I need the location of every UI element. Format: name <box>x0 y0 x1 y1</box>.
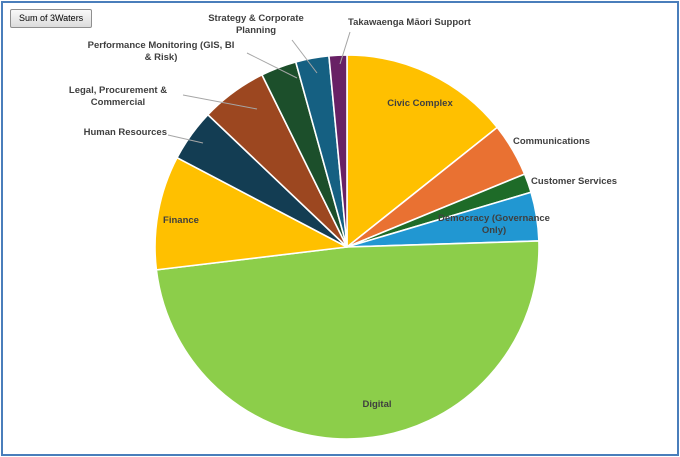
pie-slice-civic-complex[interactable] <box>346 54 499 248</box>
label-finance: Finance <box>163 215 199 226</box>
pie-slice-takawaenga-m-ori-support[interactable] <box>328 54 348 248</box>
leader-lines <box>167 31 351 144</box>
label-legal: Legal, Procurement & Commercial <box>68 85 168 109</box>
pie-slice-finance[interactable] <box>154 156 348 271</box>
pie-slice-digital[interactable] <box>155 240 540 440</box>
leader-line-strategy <box>291 39 318 74</box>
label-performance-monitoring: Performance Monitoring (GIS, BI & Risk) <box>87 40 235 64</box>
leader-line-human-resources <box>167 134 204 144</box>
leader-line-performance-monitoring <box>246 52 298 79</box>
leader-line-legal <box>182 94 258 110</box>
label-digital: Digital <box>362 399 392 410</box>
label-customer-services: Customer Services <box>531 176 618 187</box>
label-strategy: Strategy & Corporate Planning <box>208 13 304 37</box>
label-human-resources: Human Resources <box>83 127 167 138</box>
label-takawaenga: Takawaenga Māori Support <box>348 17 471 28</box>
label-democracy: Democracy (Governance Only) <box>438 213 550 237</box>
label-civic-complex: Civic Complex <box>387 98 453 109</box>
label-communications: Communications <box>513 136 591 147</box>
pivot-field-button[interactable]: Sum of 3Waters <box>10 9 93 28</box>
leader-line-takawaenga <box>339 31 351 65</box>
